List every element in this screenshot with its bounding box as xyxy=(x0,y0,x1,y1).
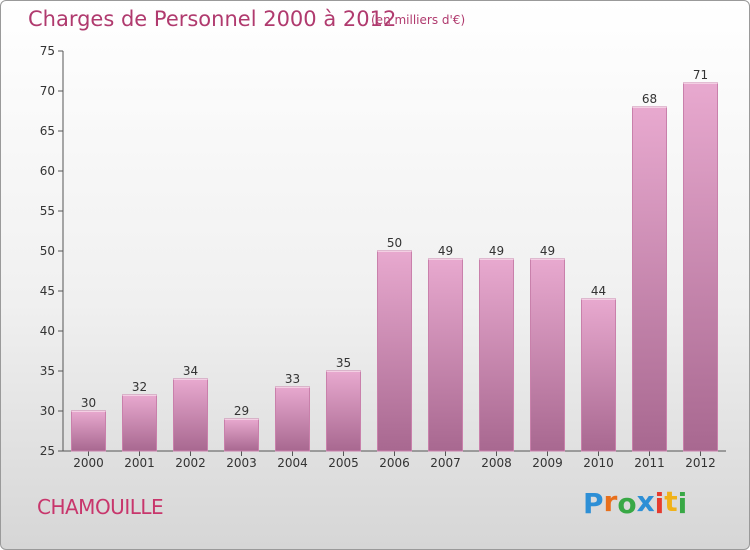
bar-2012 xyxy=(683,82,718,452)
bar-2011 xyxy=(632,106,667,452)
x-tick-label: 2003 xyxy=(226,456,257,470)
logo-letter: r xyxy=(603,485,618,518)
x-tick-label: 2012 xyxy=(685,456,716,470)
data-label-2005: 35 xyxy=(336,356,351,370)
data-label-2001: 32 xyxy=(132,380,147,394)
y-tick-label: 45 xyxy=(40,284,55,298)
y-tick-label: 50 xyxy=(40,244,55,258)
logo-letter: t xyxy=(664,485,678,518)
y-tick-label: 55 xyxy=(40,204,55,218)
data-label-2009: 49 xyxy=(540,244,555,258)
axes: 25 30 35 40 45 50 55 60 65 70 75 2000 2001 2002 2003 20… xyxy=(40,44,726,470)
x-tick-label: 2005 xyxy=(328,456,359,470)
bar-2007 xyxy=(428,258,463,452)
unit-note: (en milliers d'€) xyxy=(371,13,466,27)
y-tick-label: 30 xyxy=(40,404,55,418)
data-label-2007: 49 xyxy=(438,244,453,258)
y-tick-label: 25 xyxy=(40,444,55,458)
bar-2009 xyxy=(530,258,565,452)
y-tick-label: 70 xyxy=(40,84,55,98)
x-tick-label: 2006 xyxy=(379,456,410,470)
data-label-2012: 71 xyxy=(693,68,708,82)
x-tick-label: 2008 xyxy=(481,456,512,470)
logo-letter: o xyxy=(617,487,637,520)
bar-2008 xyxy=(479,258,514,452)
bar-2003 xyxy=(224,418,259,452)
bar-2004 xyxy=(275,386,310,452)
data-label-2002: 34 xyxy=(183,364,198,378)
bar-2000 xyxy=(71,410,106,452)
data-label-2010: 44 xyxy=(591,284,606,298)
x-tick-label: 2007 xyxy=(430,456,461,470)
x-tick-label: 2004 xyxy=(277,456,308,470)
bar-2006 xyxy=(377,250,412,452)
proxiti-logo: Proxiti xyxy=(583,485,688,520)
x-tick-label: 2000 xyxy=(73,456,104,470)
x-tick-label: 2002 xyxy=(175,456,206,470)
data-label-2011: 68 xyxy=(642,92,657,106)
x-tick-label: 2011 xyxy=(634,456,665,470)
bars xyxy=(71,82,718,452)
logo-letter: i xyxy=(654,487,665,520)
bar-2002 xyxy=(173,378,208,452)
y-tick-label: 75 xyxy=(40,44,55,58)
y-tick-label: 35 xyxy=(40,364,55,378)
data-label-2003: 29 xyxy=(234,404,249,418)
x-tick-label: 2001 xyxy=(124,456,155,470)
bar-2001 xyxy=(122,394,157,452)
bar-2010 xyxy=(581,298,616,452)
logo-letter: P xyxy=(583,487,604,520)
x-tick-label: 2009 xyxy=(532,456,563,470)
data-label-2004: 33 xyxy=(285,372,300,386)
y-tick-label: 40 xyxy=(40,324,55,338)
chart-title: Charges de Personnel 2000 à 2012 xyxy=(28,7,397,31)
commune-name: CHAMOUILLE xyxy=(37,495,164,519)
data-label-2008: 49 xyxy=(489,244,504,258)
data-label-2006: 50 xyxy=(387,236,402,250)
y-tick-label: 60 xyxy=(40,164,55,178)
y-tick-label: 65 xyxy=(40,124,55,138)
data-labels: 30 32 34 29 33 35 50 49 49 49 44 68 71 xyxy=(81,68,708,418)
bar-2005 xyxy=(326,370,361,452)
data-label-2000: 30 xyxy=(81,396,96,410)
logo-letter: i xyxy=(677,487,688,520)
logo-letter: x xyxy=(636,485,655,518)
x-tick-label: 2010 xyxy=(583,456,614,470)
